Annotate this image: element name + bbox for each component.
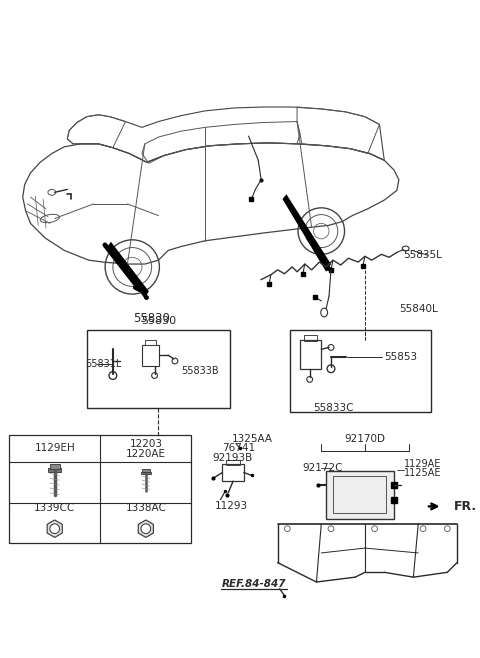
Text: 12203: 12203: [129, 440, 162, 449]
Bar: [9, 435, 192, 544]
Bar: [87, 330, 230, 407]
Text: 92170D: 92170D: [345, 434, 385, 443]
Text: 92193B: 92193B: [213, 453, 253, 463]
Text: 11293: 11293: [215, 501, 248, 511]
Bar: [222, 464, 244, 481]
Bar: [142, 468, 150, 472]
Circle shape: [141, 524, 151, 534]
Bar: [141, 472, 151, 474]
Bar: [304, 335, 317, 341]
Text: 55840L: 55840L: [399, 303, 438, 314]
Bar: [290, 330, 431, 413]
Bar: [226, 460, 240, 465]
Circle shape: [50, 524, 60, 534]
Text: 55833C: 55833C: [313, 403, 354, 413]
Text: 1220AE: 1220AE: [126, 449, 166, 459]
Polygon shape: [283, 194, 331, 272]
Text: 1129AE: 1129AE: [404, 459, 441, 468]
Bar: [333, 476, 386, 513]
Text: FR.: FR.: [454, 500, 477, 513]
Text: 1325AA: 1325AA: [232, 434, 273, 443]
Text: 1339CC: 1339CC: [34, 503, 75, 513]
Bar: [300, 340, 321, 368]
Text: 76741: 76741: [222, 443, 255, 453]
Text: 1129EH: 1129EH: [35, 443, 75, 453]
Text: 55830: 55830: [141, 316, 176, 326]
Bar: [50, 464, 60, 468]
Bar: [145, 340, 156, 345]
Text: 55830: 55830: [133, 312, 170, 325]
Text: 1338AC: 1338AC: [125, 503, 166, 513]
Text: 55831L: 55831L: [85, 359, 121, 369]
Bar: [142, 345, 159, 366]
Text: 55853: 55853: [384, 352, 418, 362]
Bar: [48, 468, 61, 472]
Text: 55835L: 55835L: [404, 250, 443, 261]
Bar: [326, 470, 394, 519]
Text: 92172C: 92172C: [302, 463, 342, 472]
Text: 1125AE: 1125AE: [404, 468, 441, 478]
Text: REF.84-847: REF.84-847: [221, 579, 286, 589]
Polygon shape: [108, 241, 149, 299]
Text: 55833B: 55833B: [181, 366, 218, 376]
